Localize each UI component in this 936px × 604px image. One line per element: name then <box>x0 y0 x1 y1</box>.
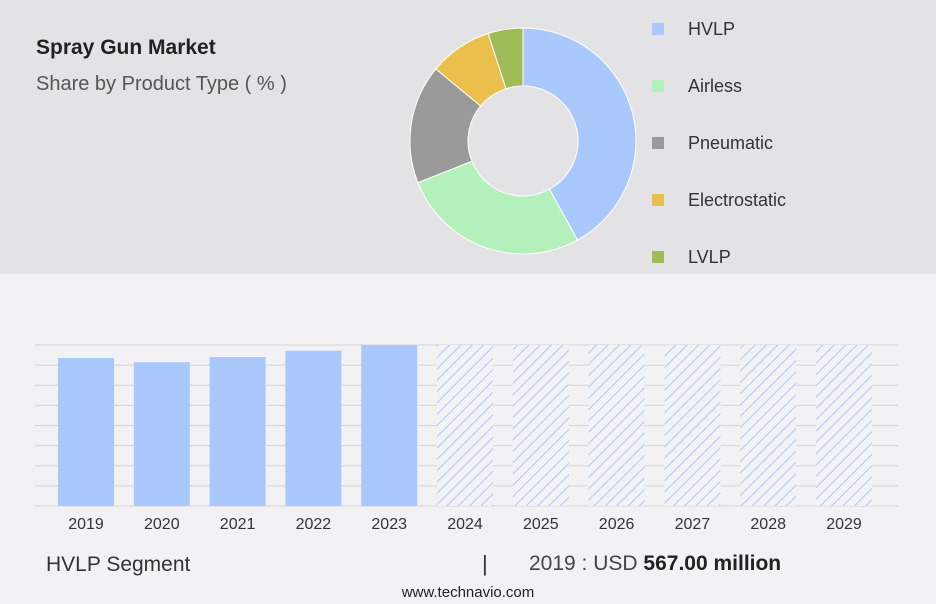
bar-2028 <box>740 345 797 506</box>
x-tick-label: 2029 <box>826 516 862 533</box>
bar-2023 <box>361 345 418 506</box>
donut-chart <box>409 27 637 255</box>
bar-2025 <box>512 345 569 506</box>
donut-slice-airless <box>417 160 579 255</box>
x-tick-label: 2026 <box>599 516 635 533</box>
legend-label: LVLP <box>688 246 731 267</box>
bar-2019 <box>58 358 114 506</box>
source-link[interactable]: www.technavio.com <box>401 584 535 601</box>
legend-swatch <box>652 194 664 206</box>
bar-2022 <box>285 350 342 506</box>
legend-swatch <box>652 137 664 149</box>
legend-label: HVLP <box>688 18 736 39</box>
x-tick-label: 2023 <box>371 516 407 533</box>
legend-item-pneumatic: Pneumatic <box>652 131 773 155</box>
footer-separator: | <box>482 551 488 576</box>
bar-2029 <box>816 345 872 506</box>
legend-item-airless: Airless <box>652 74 742 98</box>
legend-item-hvlp: HVLP <box>652 17 735 41</box>
bar-2024 <box>437 345 493 506</box>
x-tick-label: 2021 <box>220 516 256 533</box>
legend-label: Pneumatic <box>688 132 774 153</box>
x-tick-label: 2024 <box>447 516 483 533</box>
legend-swatch <box>652 251 664 263</box>
donut-slice-lvlp <box>487 27 524 90</box>
bar-2026 <box>588 345 645 506</box>
x-tick-label: 2025 <box>523 516 559 533</box>
footer-segment-label: HVLP Segment <box>46 553 191 576</box>
donut-slice-hvlp <box>522 27 637 241</box>
x-tick-label: 2022 <box>296 516 332 533</box>
x-tick-label: 2027 <box>675 516 711 533</box>
x-tick-label: 2019 <box>68 516 104 533</box>
footer-value: 567.00 million <box>643 552 782 575</box>
legend-label: Electrostatic <box>688 189 787 210</box>
legend-label: Airless <box>688 75 743 96</box>
legend-swatch <box>652 80 664 92</box>
legend-item-electrostatic: Electrostatic <box>652 188 786 212</box>
legend-item-lvlp: LVLP <box>652 245 731 269</box>
chart-title: Spray Gun Market <box>36 36 216 59</box>
x-tick-label: 2028 <box>750 516 786 533</box>
bar-2021 <box>209 357 266 506</box>
bar-2020 <box>133 362 190 506</box>
footer-value-block: 2019 : USD 567.00 million <box>529 552 781 576</box>
x-tick-label: 2020 <box>144 516 180 533</box>
bar-chart: 2019 2020 2021 2022 2023 2024 2025 2026 2027 2028… <box>35 344 898 533</box>
legend-swatch <box>652 23 664 35</box>
chart-subtitle: Share by Product Type ( % ) <box>36 73 287 95</box>
bar-2027 <box>664 345 721 506</box>
footer-value-prefix: 2019 : USD <box>529 552 638 575</box>
